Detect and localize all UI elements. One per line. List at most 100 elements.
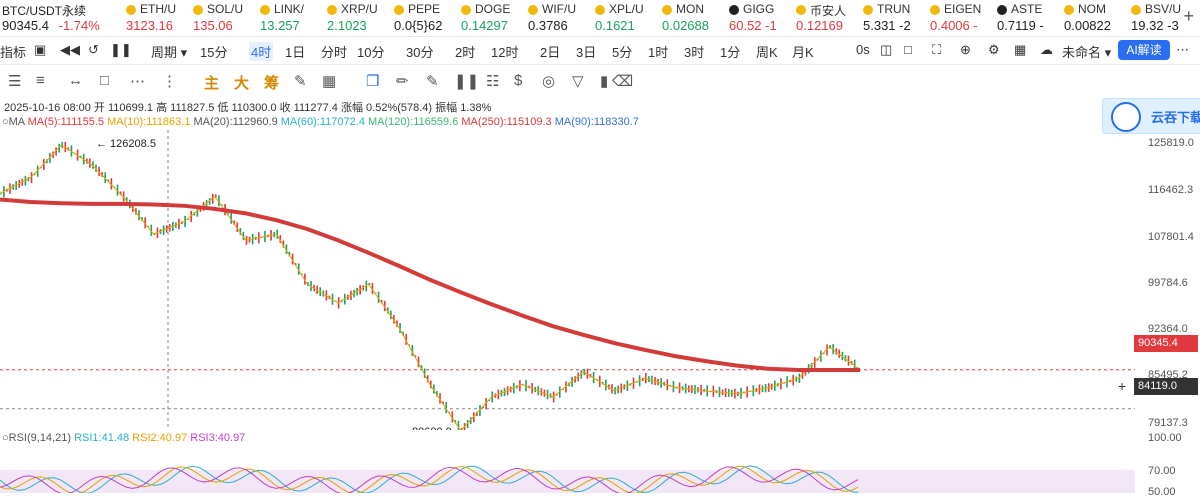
ticker-price: 3123.16: [126, 18, 173, 33]
calendar-icon[interactable]: ▣: [34, 42, 47, 57]
candle: [562, 388, 564, 390]
ma-legend-item: MA(120):116559.6: [368, 116, 462, 128]
cloud-banner[interactable]: 云吞下载: [1102, 98, 1200, 134]
fullscreen-icon[interactable]: ⛶: [932, 42, 942, 57]
ticker-name: ASTE: [1011, 2, 1043, 16]
ma250-line: [0, 197, 860, 373]
candle: [46, 159, 48, 164]
price-chart[interactable]: ← 126208.5 80600.0 →: [0, 130, 1135, 430]
copy-icon[interactable]: ❐: [366, 73, 380, 90]
ray-icon[interactable]: ↔: [68, 72, 83, 89]
period-menu[interactable]: 周期 ▾: [151, 45, 188, 60]
camera-icon[interactable]: ◫: [880, 42, 893, 57]
cloud-banner-text: 云吞下载: [1151, 110, 1200, 125]
add-alert-icon[interactable]: +: [1118, 378, 1127, 394]
ticker-price: 0.00822: [1064, 18, 1111, 33]
candle: [580, 370, 583, 379]
coin-icon: [1064, 5, 1074, 15]
rectangle-icon[interactable]: □: [100, 72, 110, 89]
rewind-icon[interactable]: ◀◀: [60, 42, 80, 57]
more-tools-icon[interactable]: ⋮: [162, 73, 177, 90]
text-icon[interactable]: ⋯: [130, 73, 145, 90]
ticker-name: XPL/U: [609, 2, 644, 16]
indicator-settings-icon[interactable]: ⊕: [960, 42, 971, 57]
main-price-value: 90345.4: [2, 18, 49, 33]
ma-legend-item: MA(10):111863.1: [107, 116, 194, 128]
cloud-mascot-icon: [1111, 102, 1141, 132]
rsi-band: [0, 470, 1135, 493]
interval-30分[interactable]: 30分: [406, 45, 434, 60]
rsi-legend-item: RSI2:40.97: [132, 432, 191, 444]
dollar-icon[interactable]: $: [514, 72, 523, 89]
main-symbol-name[interactable]: BTC/USDT永续: [2, 4, 87, 18]
ai-analysis-button[interactable]: AI解读: [1118, 40, 1170, 60]
rsi-line: [0, 465, 859, 493]
price-tick: 107801.4: [1148, 231, 1194, 243]
candle: [122, 191, 125, 202]
settings-icon[interactable]: ⚙: [988, 42, 1000, 57]
interval-月K[interactable]: 月K: [792, 45, 814, 60]
horizontal-lines-icon[interactable]: ☰: [8, 73, 22, 90]
interval-3日[interactable]: 3日: [576, 45, 597, 60]
main-chart-tool[interactable]: 主: [204, 75, 220, 92]
ticker-name: 币安人: [810, 4, 847, 18]
compare-icon[interactable]: ▦: [322, 73, 337, 90]
clipboard-icon[interactable]: ☷: [486, 73, 500, 90]
interval-1日[interactable]: 1日: [285, 45, 306, 60]
cloud-save-icon[interactable]: ☁: [1040, 42, 1053, 57]
interval-1时[interactable]: 1时: [648, 45, 669, 60]
candle: [408, 344, 411, 346]
target-icon[interactable]: ◎: [542, 73, 556, 90]
grid-menu-icon[interactable]: ⋯: [1176, 42, 1189, 57]
bar-style-icon[interactable]: ❚❚: [110, 42, 132, 57]
interval-5分[interactable]: 5分: [612, 45, 633, 60]
rsi-legend-item: RSI1:41.48: [74, 432, 133, 444]
replay-icon[interactable]: ↺: [88, 42, 99, 57]
interval-2日[interactable]: 2日: [540, 45, 561, 60]
chip-distribution-tool[interactable]: 筹: [264, 75, 280, 92]
candle: [196, 206, 199, 217]
candle: [479, 405, 481, 416]
interval-2时[interactable]: 2时: [455, 45, 476, 60]
low-annotation: 80600.0 →: [412, 426, 466, 430]
ruler-icon[interactable]: ✏: [396, 73, 409, 90]
edit-note-icon[interactable]: ✎: [294, 73, 307, 90]
interval-10分[interactable]: 10分: [357, 45, 385, 60]
candle: [215, 194, 217, 199]
big-order-tool[interactable]: 大: [234, 75, 250, 92]
indicators-button[interactable]: 指标: [0, 45, 27, 60]
price-tick: 92364.0: [1148, 323, 1188, 335]
layout-icon[interactable]: ▦: [1014, 42, 1027, 57]
interval-3时[interactable]: 3时: [684, 45, 705, 60]
parallel-lines-icon[interactable]: ≡: [36, 72, 45, 89]
rsi-legend: ○RSI(9,14,21) RSI1:41.48 RSI2:40.97 RSI3…: [2, 432, 245, 444]
add-symbol-icon[interactable]: +: [1183, 6, 1194, 26]
interval-分时[interactable]: 分时: [321, 45, 348, 60]
brush-icon[interactable]: ✎: [426, 73, 439, 90]
interval-1分[interactable]: 1分: [720, 45, 741, 60]
candle: [239, 228, 242, 235]
candle: [285, 244, 288, 254]
layout-name-dropdown[interactable]: 未命名 ▾: [1062, 45, 1112, 60]
candle: [577, 372, 580, 382]
share-icon[interactable]: □: [904, 42, 912, 57]
interval-15分[interactable]: 15分: [200, 45, 228, 60]
interval-周K[interactable]: 周K: [756, 45, 778, 60]
candle: [417, 356, 420, 368]
interval-4时[interactable]: 4时: [249, 42, 274, 61]
candle: [233, 220, 236, 225]
ticker-price: 60.52 -1: [729, 18, 777, 33]
filter-icon[interactable]: ▽: [572, 73, 584, 90]
candle: [411, 344, 414, 357]
interval-12时[interactable]: 12时: [491, 45, 519, 60]
candle: [457, 421, 460, 430]
trash-icon[interactable]: ⌫: [612, 73, 634, 90]
lock-icon[interactable]: ▮: [600, 73, 609, 90]
candle: [119, 191, 122, 196]
candles-icon[interactable]: ❚❚: [454, 73, 480, 90]
candle: [242, 231, 245, 240]
candle: [571, 376, 573, 387]
ticker-bar: BTC/USDT永续 90345.4 -1.74% ETH/U 3123.16 SO…: [0, 0, 1200, 37]
coin-icon: [126, 5, 136, 15]
candle: [101, 172, 103, 177]
